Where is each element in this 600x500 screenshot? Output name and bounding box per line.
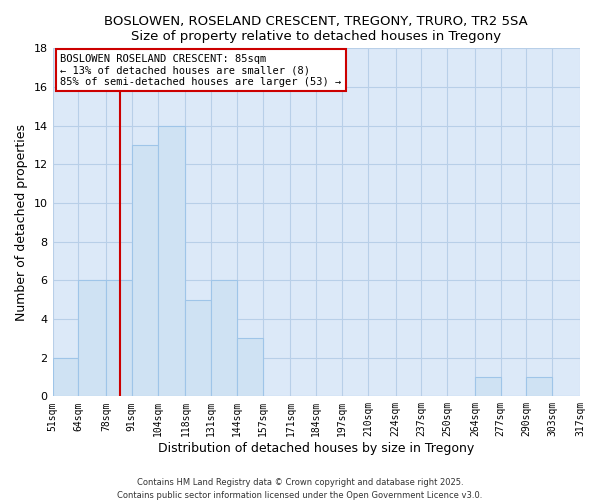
Y-axis label: Number of detached properties: Number of detached properties <box>15 124 28 321</box>
Bar <box>53 358 79 397</box>
Bar <box>211 280 237 396</box>
Title: BOSLOWEN, ROSELAND CRESCENT, TREGONY, TRURO, TR2 5SA
Size of property relative t: BOSLOWEN, ROSELAND CRESCENT, TREGONY, TR… <box>104 15 528 43</box>
Text: Contains HM Land Registry data © Crown copyright and database right 2025.
Contai: Contains HM Land Registry data © Crown c… <box>118 478 482 500</box>
Bar <box>237 338 263 396</box>
Text: BOSLOWEN ROSELAND CRESCENT: 85sqm
← 13% of detached houses are smaller (8)
85% o: BOSLOWEN ROSELAND CRESCENT: 85sqm ← 13% … <box>61 54 342 87</box>
Bar <box>79 280 106 396</box>
Bar <box>185 300 211 396</box>
Bar <box>106 280 132 396</box>
Bar <box>475 377 500 396</box>
Bar <box>158 126 185 396</box>
Bar <box>526 377 552 396</box>
X-axis label: Distribution of detached houses by size in Tregony: Distribution of detached houses by size … <box>158 442 475 455</box>
Bar <box>132 145 158 397</box>
